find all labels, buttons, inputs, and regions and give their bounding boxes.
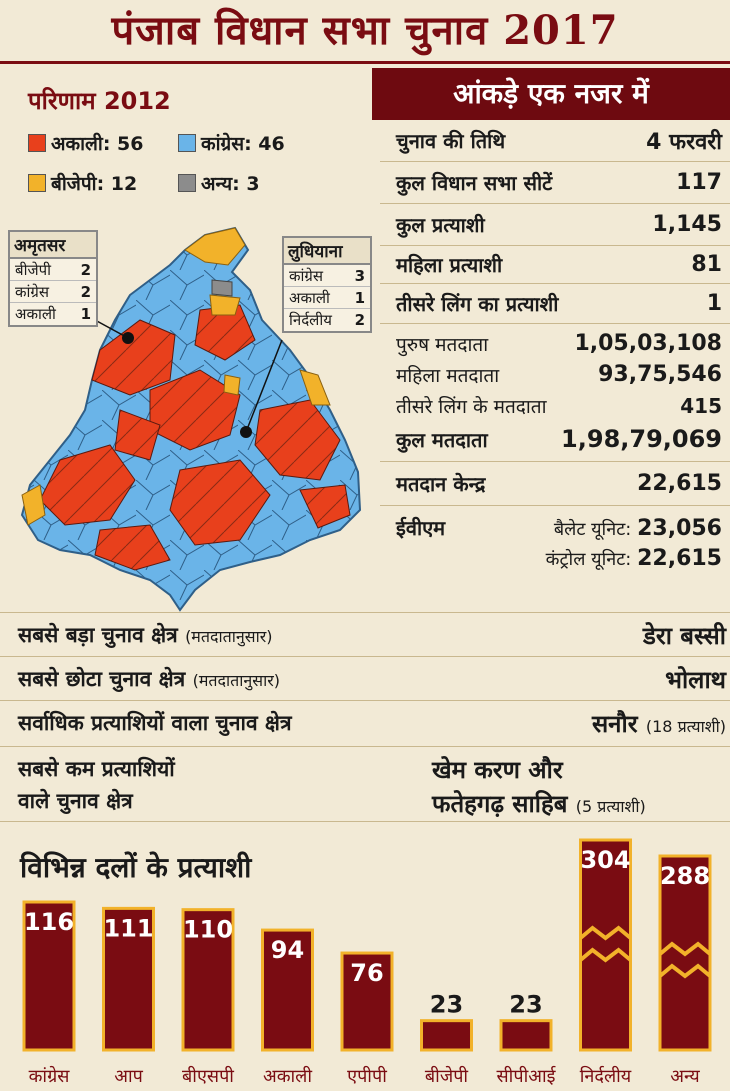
legend-label-congress: कांग्रेस: 46 bbox=[201, 133, 285, 155]
chart-title: विभिन्न दलों के प्रत्याशी bbox=[20, 851, 252, 884]
bar-value-label-1: 111 bbox=[103, 914, 153, 942]
stat-row-total-voters: कुल मतदाता 1,98,79,069 bbox=[396, 425, 722, 453]
axis-break-7-1 bbox=[579, 947, 632, 963]
legend-akali: अकाली: 56 bbox=[28, 130, 144, 156]
axis-break-7-0 bbox=[579, 925, 632, 941]
legend-congress: कांग्रेस: 46 bbox=[178, 130, 285, 156]
fact-largest-constituency: सबसे बड़ा चुनाव क्षेत्र (मतदातानुसार) डे… bbox=[0, 612, 730, 656]
map-region-yellow-3 bbox=[299, 369, 331, 406]
category-label-3: अकाली bbox=[263, 1065, 312, 1087]
legend-bjp: बीजेपी: 12 bbox=[28, 170, 137, 196]
map-region-red-8 bbox=[299, 484, 351, 529]
stat-row-third-gender-candidate: तीसरे लिंग का प्रत्याशी 1 bbox=[380, 284, 730, 324]
bar-value-label-7: 304 bbox=[580, 846, 630, 874]
stat-row-evm: ईवीएम बैलेट यूनिट: 23,056 कंट्रोल यूनिट:… bbox=[380, 506, 730, 582]
amritsar-row: बीजेपी 2 bbox=[10, 259, 96, 281]
map-region-yellow-1 bbox=[184, 227, 246, 266]
legend-label-bjp: बीजेपी: 12 bbox=[51, 173, 138, 195]
bar-0 bbox=[22, 900, 76, 1052]
ludhiana-row: निर्दलीय 2 bbox=[289, 311, 365, 329]
map-region-red-4 bbox=[169, 459, 271, 546]
stat-row-male-voters: पुरुष मतदाता 1,05,03,108 bbox=[396, 331, 722, 356]
stat-row-third-gender-voters: तीसरे लिंग के मतदाता 415 bbox=[396, 393, 722, 418]
bar-value-label-3: 94 bbox=[271, 936, 304, 964]
stat-row-date: चुनाव की तिथि 4 फरवरी bbox=[380, 120, 730, 162]
category-label-4: एपीपी bbox=[347, 1065, 387, 1087]
stat-row-women-candidates: महिला प्रत्याशी 81 bbox=[380, 246, 730, 284]
ludhiana-row: अकाली 1 bbox=[284, 287, 370, 309]
bar-1 bbox=[102, 906, 155, 1052]
stat-row-seats: कुल विधान सभा सीटें 117 bbox=[380, 162, 730, 204]
fact-smallest-constituency: सबसे छोटा चुनाव क्षेत्र (मतदातानुसार) भो… bbox=[0, 656, 730, 700]
amritsar-row: कांग्रेस 2 bbox=[10, 281, 96, 303]
stat-row-candidates: कुल प्रत्याशी 1,145 bbox=[380, 204, 730, 246]
amritsar-leader bbox=[94, 319, 129, 339]
category-label-8: अन्य bbox=[670, 1066, 700, 1087]
category-label-6: सीपीआई bbox=[497, 1065, 557, 1087]
amritsar-callout-title: अमृतसर bbox=[10, 232, 96, 259]
bar-value-label-8: 288 bbox=[660, 862, 710, 890]
facts-section: सबसे बड़ा चुनाव क्षेत्र (मतदातानुसार) डे… bbox=[0, 612, 730, 822]
map-region-red-1 bbox=[91, 319, 176, 396]
map-region-yellow-4 bbox=[21, 484, 46, 526]
fact-most-candidates: सर्वाधिक प्रत्याशियों वाला चुनाव क्षेत्र… bbox=[0, 700, 730, 746]
bar-2 bbox=[181, 908, 235, 1052]
voter-group: पुरुष मतदाता 1,05,03,108 महिला मतदाता 93,7… bbox=[380, 324, 730, 462]
legend-swatch-bjp bbox=[28, 174, 46, 192]
bar-value-label-6: 23 bbox=[509, 991, 542, 1019]
bar-6 bbox=[499, 1019, 553, 1052]
stats-panel: चुनाव की तिथि 4 फरवरी कुल विधान सभा सीटें… bbox=[380, 120, 730, 582]
ludhiana-callout-title: लुधियाना bbox=[284, 238, 370, 265]
evm-control: कंट्रोल यूनिट: 22,615 bbox=[545, 546, 722, 571]
bar-value-label-5: 23 bbox=[430, 991, 463, 1019]
results-2012-title: परिणाम 2012 bbox=[28, 87, 171, 115]
bar-4 bbox=[340, 951, 394, 1052]
bar-value-label-4: 76 bbox=[350, 959, 383, 987]
map-region-red-9 bbox=[94, 524, 171, 571]
map-region-yellow-2 bbox=[209, 294, 241, 316]
legend-others: अन्य: 3 bbox=[178, 170, 260, 196]
category-label-5: बीजेपी bbox=[425, 1065, 469, 1087]
evm-ballot: बैलेट यूनिट: 23,056 bbox=[553, 516, 722, 541]
amritsar-row: अकाली 1 bbox=[15, 305, 91, 323]
legend-swatch-akali bbox=[28, 134, 46, 152]
stat-row-female-voters: महिला मतदाता 93,75,546 bbox=[396, 362, 722, 387]
ludhiana-row: कांग्रेस 3 bbox=[284, 265, 370, 287]
category-label-2: बीएसपी bbox=[182, 1065, 234, 1087]
bar-value-label-0: 116 bbox=[24, 908, 74, 936]
page-title: पंजाब विधान सभा चुनाव 2017 bbox=[111, 7, 619, 54]
axis-break-8-1 bbox=[658, 963, 712, 979]
stat-row-polling-stations: मतदान केन्द्र 22,615 bbox=[380, 462, 730, 506]
title-bar: पंजाब विधान सभा चुनाव 2017 bbox=[0, 0, 730, 64]
bar-3 bbox=[261, 928, 314, 1052]
fact-fewest-candidates: सबसे कम प्रत्याशियों वाले चुनाव क्षेत्र … bbox=[0, 746, 730, 822]
legend-label-others: अन्य: 3 bbox=[201, 173, 260, 195]
bar-7 bbox=[579, 838, 632, 1052]
legend-swatch-others bbox=[178, 174, 196, 192]
legend-label-akali: अकाली: 56 bbox=[51, 133, 144, 155]
legend-swatch-congress bbox=[178, 134, 196, 152]
candidates-bar-chart: 116 कांग्रेस 111 आप 110 बीएसपी 94 अकाली 76 एपीपी 2… bbox=[22, 838, 712, 1087]
evm-label: ईवीएम bbox=[396, 516, 446, 540]
punjab-map bbox=[20, 226, 362, 612]
bar-value-label-2: 110 bbox=[183, 916, 233, 944]
category-label-0: कांग्रेस bbox=[29, 1065, 71, 1087]
ludhiana-leader bbox=[245, 339, 283, 433]
category-label-1: आप bbox=[114, 1066, 143, 1087]
map-region-grey bbox=[211, 279, 233, 297]
ludhiana-callout: लुधियाना कांग्रेस 3 अकाली 1 निर्दलीय 2 bbox=[282, 236, 372, 333]
amritsar-callout: अमृतसर बीजेपी 2 कांग्रेस 2 अकाली 1 bbox=[8, 230, 98, 327]
stats-header: आंकड़े एक नजर में bbox=[372, 68, 730, 120]
bar-5 bbox=[420, 1019, 473, 1052]
map-region-red-6 bbox=[114, 409, 161, 461]
axis-break-8-0 bbox=[658, 941, 712, 957]
category-label-7: निर्दलीय bbox=[580, 1065, 632, 1087]
map-region-yellow-5 bbox=[223, 374, 241, 396]
